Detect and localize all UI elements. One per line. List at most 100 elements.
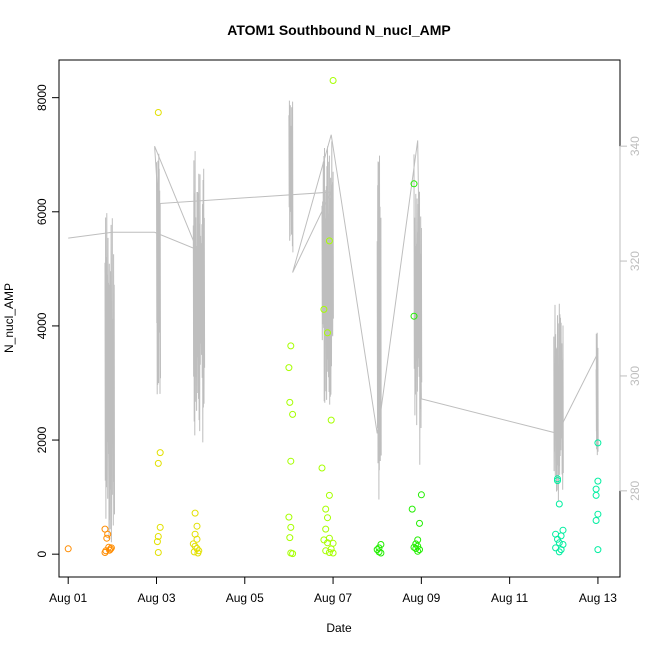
data-point — [101, 549, 109, 556]
y2-tick-label: 340 — [628, 136, 642, 156]
data-point — [320, 305, 328, 313]
y-tick-label: 2000 — [35, 426, 49, 453]
data-point — [416, 546, 423, 554]
x-axis-label: Date — [326, 621, 352, 635]
data-point — [287, 457, 295, 465]
data-point — [410, 312, 418, 320]
data-point — [194, 549, 202, 557]
data-point — [103, 534, 111, 542]
x-tick-label: Aug 09 — [402, 591, 440, 605]
data-point — [417, 491, 425, 499]
data-point — [327, 416, 335, 424]
x-tick-label: Aug 11 — [491, 591, 528, 605]
data-point — [107, 544, 115, 552]
data-point — [324, 514, 331, 522]
data-point — [410, 180, 418, 188]
y-axis: 0 2000 4000 6000 8000 — [35, 84, 60, 558]
data-point — [318, 464, 326, 472]
x-tick-label: Aug 03 — [137, 591, 175, 605]
data-point — [289, 550, 297, 558]
spike-cluster-4 — [321, 141, 334, 405]
data-point — [289, 410, 297, 418]
data-point — [193, 522, 201, 530]
spike-cluster-2 — [192, 151, 206, 443]
data-point — [592, 491, 600, 499]
data-point — [154, 109, 162, 116]
x-tick-label: Aug 13 — [579, 591, 617, 605]
x-tick-label: Aug 01 — [49, 591, 87, 605]
data-point — [189, 540, 197, 548]
spike-cluster-8 — [595, 332, 599, 456]
data-point — [325, 491, 333, 499]
data-point — [555, 548, 563, 556]
data-point — [322, 547, 330, 555]
data-point — [592, 485, 600, 493]
x-tick-label: Aug 05 — [226, 591, 264, 605]
plot-frame — [58, 59, 621, 578]
points-layer — [64, 77, 602, 558]
data-point — [594, 546, 602, 554]
data-point — [594, 510, 602, 518]
data-point — [154, 549, 162, 556]
data-point — [64, 545, 72, 553]
data-point — [559, 526, 567, 534]
spike-cluster-1 — [156, 153, 161, 395]
y2-tick-label: 280 — [628, 481, 642, 501]
data-point — [324, 329, 331, 337]
data-point — [105, 543, 113, 551]
series-line — [68, 134, 599, 434]
data-point — [285, 364, 293, 372]
chart-title: ATOM1 Southbound N_nucl_AMP — [227, 22, 450, 38]
data-point — [191, 509, 199, 517]
data-point — [322, 525, 330, 533]
data-point — [322, 505, 330, 513]
y-tick-label: 8000 — [35, 84, 49, 111]
data-point — [104, 530, 112, 538]
y-tick-label: 0 — [35, 551, 49, 558]
spike-cluster-0 — [104, 213, 115, 543]
data-point — [285, 513, 293, 521]
y2-tick-label: 300 — [628, 366, 642, 386]
data-point — [557, 546, 565, 554]
data-point — [408, 505, 416, 513]
data-point — [156, 523, 164, 531]
data-point — [286, 398, 294, 406]
data-point — [414, 547, 422, 555]
data-point — [193, 535, 201, 543]
data-point — [329, 539, 337, 547]
data-point — [594, 477, 602, 485]
data-point — [107, 545, 114, 553]
data-point — [190, 548, 198, 556]
spike-cluster-6 — [413, 154, 423, 465]
data-point — [555, 500, 563, 508]
spike-cluster-3 — [288, 100, 294, 253]
data-point — [153, 538, 161, 546]
data-point — [154, 533, 162, 540]
data-point — [555, 539, 563, 547]
data-point — [156, 449, 164, 457]
data-point — [554, 535, 561, 543]
data-point — [154, 459, 162, 467]
data-point — [286, 534, 294, 542]
x-axis: Aug 01 Aug 03 Aug 05 Aug 07 Aug 09 Aug 11 Aug … — [49, 576, 617, 605]
data-point — [325, 549, 333, 556]
spike-layer — [104, 100, 599, 543]
data-point — [412, 540, 420, 548]
data-point — [325, 237, 333, 245]
data-point — [554, 477, 561, 485]
spike-cluster-5 — [376, 155, 382, 500]
data-point — [329, 549, 337, 557]
data-point — [329, 77, 337, 84]
data-point — [377, 541, 385, 548]
y-tick-label: 6000 — [35, 198, 49, 225]
y2-tick-label: 320 — [628, 251, 642, 271]
data-point — [557, 532, 565, 540]
data-point — [377, 549, 385, 557]
y-axis-label: N_nucl_AMP — [2, 283, 16, 353]
data-point — [416, 519, 423, 527]
data-point — [594, 439, 602, 447]
spike-cluster-7 — [553, 303, 564, 501]
x-tick-label: Aug 07 — [314, 591, 352, 605]
data-point — [414, 542, 422, 550]
